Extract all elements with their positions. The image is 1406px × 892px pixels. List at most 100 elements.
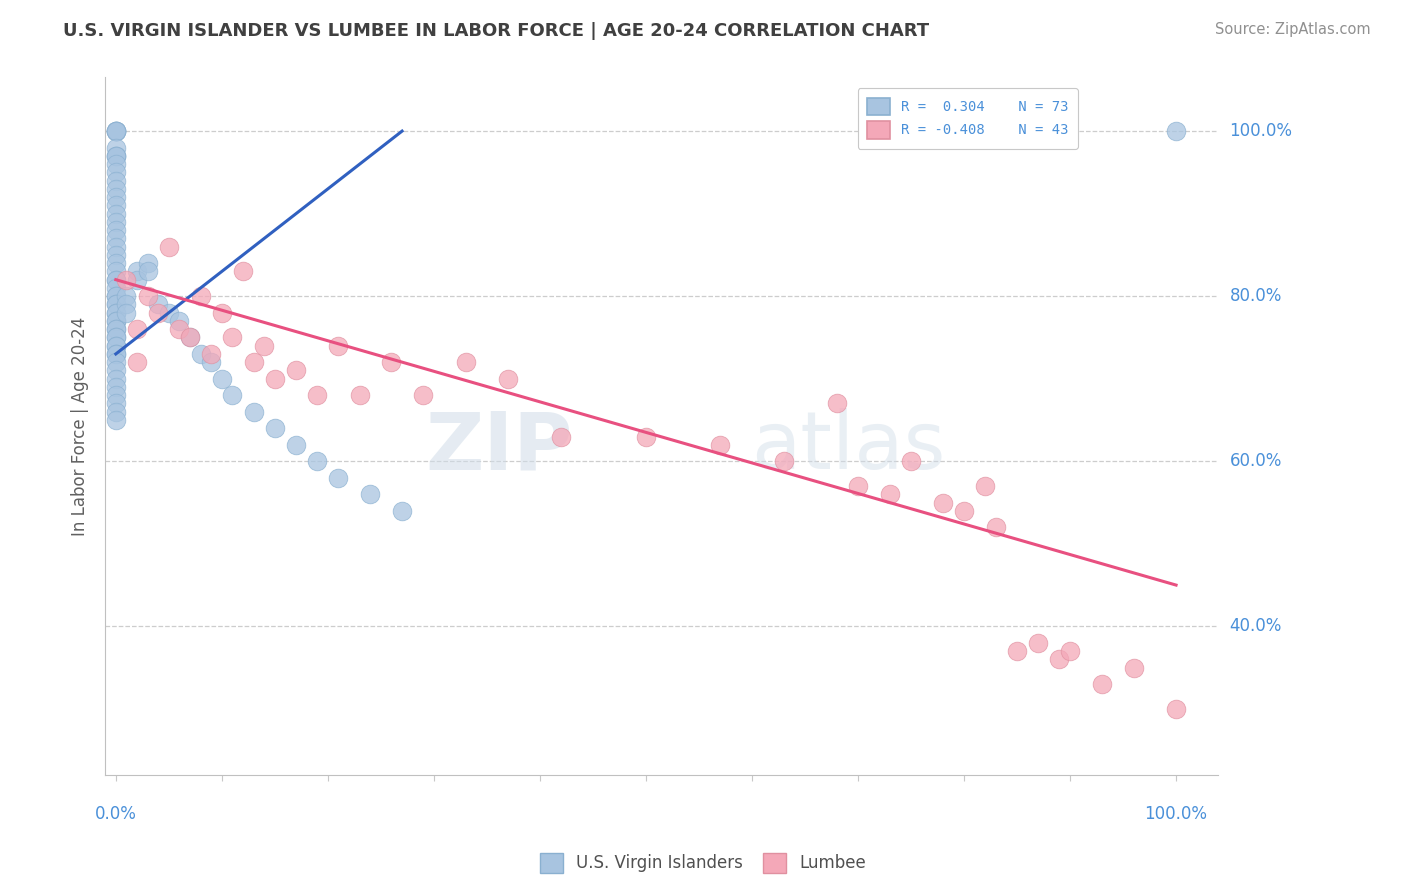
Point (974, 479, 997, 493)
Point (148, 297, 170, 311)
Point (242, 355, 264, 369)
Point (846, 479, 869, 493)
Point (104, 149, 127, 163)
Point (104, 149, 127, 163)
Point (104, 347, 127, 361)
Text: 80.0%: 80.0% (1230, 287, 1282, 305)
Point (104, 124, 127, 138)
Point (900, 454, 922, 468)
Point (984, 520, 1007, 534)
Legend: R =  0.304    N = 73, R = -0.408    N = 43: R = 0.304 N = 73, R = -0.408 N = 43 (858, 88, 1078, 149)
Point (125, 355, 148, 369)
Point (104, 173, 127, 187)
Point (169, 322, 191, 336)
Point (104, 215, 127, 229)
Point (190, 289, 212, 303)
Point (932, 495, 955, 509)
Point (211, 372, 233, 386)
Point (125, 322, 148, 336)
Point (307, 388, 329, 402)
Point (104, 413, 127, 427)
Point (242, 405, 264, 419)
Point (232, 264, 254, 278)
Text: 100.0%: 100.0% (1144, 805, 1208, 823)
Point (104, 347, 127, 361)
Point (190, 347, 212, 361)
Point (104, 256, 127, 270)
Legend: U.S. Virgin Islanders, Lumbee: U.S. Virgin Islanders, Lumbee (533, 847, 873, 880)
Point (136, 264, 159, 278)
Text: 100.0%: 100.0% (1230, 122, 1292, 140)
Point (104, 223, 127, 237)
Point (115, 273, 138, 287)
Point (104, 198, 127, 212)
Point (169, 314, 191, 328)
Point (104, 355, 127, 369)
Text: 40.0%: 40.0% (1230, 617, 1282, 635)
Point (263, 372, 285, 386)
Point (157, 240, 180, 254)
Point (148, 306, 170, 320)
Point (125, 273, 148, 287)
Point (104, 289, 127, 303)
Point (104, 339, 127, 353)
Point (200, 347, 222, 361)
Text: 0.0%: 0.0% (94, 805, 136, 823)
Point (1091, 677, 1114, 691)
Point (104, 149, 127, 163)
Point (104, 273, 127, 287)
Point (253, 339, 276, 353)
Point (104, 289, 127, 303)
Point (104, 306, 127, 320)
Point (104, 314, 127, 328)
Point (104, 339, 127, 353)
Point (825, 396, 848, 410)
Point (349, 388, 371, 402)
Point (496, 372, 519, 386)
Point (115, 289, 138, 303)
Point (1122, 660, 1144, 674)
Point (179, 330, 201, 344)
Y-axis label: In Labor Force | Age 20-24: In Labor Force | Age 20-24 (72, 317, 89, 536)
Point (285, 438, 308, 452)
Point (221, 330, 243, 344)
Point (380, 355, 402, 369)
Point (104, 322, 127, 336)
Point (104, 248, 127, 262)
Point (104, 124, 127, 138)
Text: U.S. VIRGIN ISLANDER VS LUMBEE IN LABOR FORCE | AGE 20-24 CORRELATION CHART: U.S. VIRGIN ISLANDER VS LUMBEE IN LABOR … (63, 22, 929, 40)
Point (1026, 636, 1049, 650)
Point (104, 405, 127, 419)
Point (104, 297, 127, 311)
Point (104, 165, 127, 179)
Text: ZIP: ZIP (426, 409, 572, 486)
Point (328, 471, 350, 485)
Point (104, 388, 127, 402)
Point (263, 421, 285, 435)
Point (104, 306, 127, 320)
Point (104, 124, 127, 138)
Point (104, 322, 127, 336)
Point (772, 454, 794, 468)
Point (104, 273, 127, 287)
Point (104, 396, 127, 410)
Point (709, 438, 731, 452)
Point (454, 355, 477, 369)
Text: atlas: atlas (751, 409, 945, 486)
Point (1049, 652, 1071, 666)
Point (115, 297, 138, 311)
Point (285, 363, 308, 377)
Point (104, 372, 127, 386)
Point (104, 281, 127, 295)
Point (136, 289, 159, 303)
Point (179, 330, 201, 344)
Point (104, 124, 127, 138)
Point (104, 330, 127, 344)
Point (104, 182, 127, 196)
Point (104, 330, 127, 344)
Point (200, 355, 222, 369)
Point (104, 314, 127, 328)
Point (634, 429, 657, 443)
Point (104, 240, 127, 254)
Point (104, 190, 127, 204)
